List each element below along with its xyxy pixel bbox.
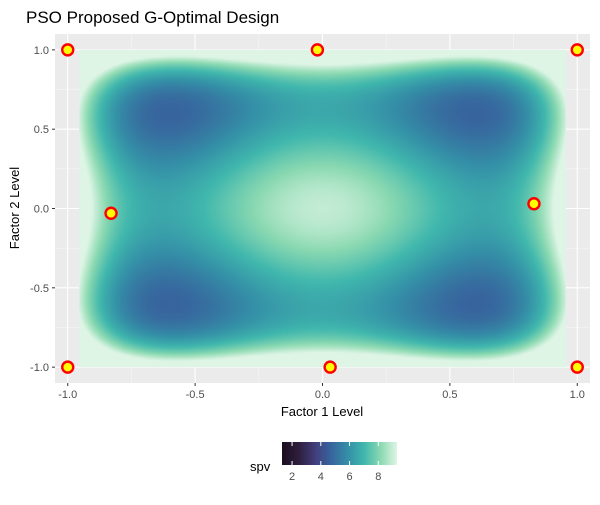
legend-title: spv [250,459,271,474]
x-axis-label: Factor 1 Level [281,404,363,419]
y-tick-label: -1.0 [30,362,49,374]
design-point [323,360,337,374]
x-tick-label: 0.5 [442,389,457,401]
chart-title: PSO Proposed G-Optimal Design [26,8,279,27]
y-axis-label: Factor 2 Level [7,167,22,249]
legend-tick-label: 6 [347,471,353,483]
design-point [570,360,584,374]
y-axis: -1.0 -0.5 0.0 0.5 1.0 [30,45,55,374]
design-point [61,43,75,57]
design-point [104,206,118,220]
legend-tick-label: 2 [289,471,295,483]
x-tick-label: -0.5 [186,389,205,401]
legend: spv 2 4 6 8 [250,442,397,483]
design-point [310,43,325,57]
spv-surface [79,49,566,368]
design-point [527,197,541,211]
legend-ticks: 2 4 6 8 [289,442,381,483]
y-tick-label: 0.5 [34,124,49,136]
x-tick-label: -1.0 [58,389,77,401]
y-tick-label: 1.0 [34,45,49,57]
legend-tick-label: 4 [318,471,324,483]
design-point [570,43,584,57]
x-axis: -1.0 -0.5 0.0 0.5 1.0 [58,383,585,401]
x-tick-label: 1.0 [570,389,585,401]
legend-colorbar [282,442,397,465]
y-tick-label: -0.5 [30,283,49,295]
y-tick-label: 0.0 [34,204,49,216]
x-tick-label: 0.0 [315,389,330,401]
design-points [61,43,584,374]
legend-tick-label: 8 [375,471,381,483]
design-point [61,360,75,374]
